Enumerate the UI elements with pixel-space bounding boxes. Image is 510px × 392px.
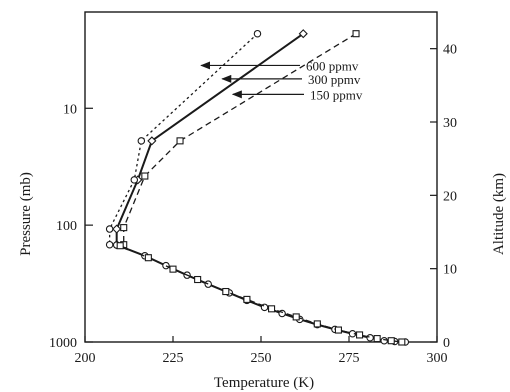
data-point <box>141 172 149 180</box>
y-right-tick-label: 20 <box>443 189 457 204</box>
data-point <box>169 265 177 273</box>
data-point <box>162 261 170 270</box>
series-lower-3 <box>112 241 410 346</box>
series-line <box>116 244 406 343</box>
data-point <box>380 336 388 345</box>
data-point <box>112 224 122 234</box>
y-left-tick-label: 1000 <box>49 336 77 351</box>
data-point <box>204 280 212 288</box>
data-point <box>176 137 184 145</box>
data-point <box>137 137 146 145</box>
data-point <box>105 225 114 233</box>
series-line <box>119 245 402 343</box>
y-left-tick-label: 10 <box>63 102 77 117</box>
data-point <box>313 320 321 328</box>
data-point <box>253 29 262 38</box>
data-point <box>356 331 364 339</box>
y-axis-right-label: Altitude (km) <box>491 173 507 255</box>
data-point <box>292 313 300 321</box>
data-point <box>268 305 276 313</box>
x-tick-label: 250 <box>251 351 272 366</box>
y-right-tick-label: 40 <box>443 43 457 58</box>
x-tick-label: 225 <box>163 351 184 366</box>
x-tick-label: 275 <box>339 351 360 366</box>
data-point <box>116 242 124 250</box>
data-point <box>334 326 342 334</box>
data-point <box>398 338 406 346</box>
annotation-label: 300 ppmv <box>308 72 361 87</box>
y-right-tick-label: 0 <box>443 336 450 351</box>
series-line <box>108 33 258 245</box>
x-tick-label: 200 <box>75 351 96 366</box>
data-point <box>222 287 230 296</box>
series-150-ppmv <box>120 30 360 249</box>
series-layer <box>105 29 410 346</box>
data-point <box>120 224 128 232</box>
data-point <box>243 295 251 303</box>
data-point <box>366 334 374 342</box>
data-point <box>194 275 202 284</box>
series-lower-4 <box>116 242 406 346</box>
y-right-tick-label: 30 <box>443 116 457 131</box>
x-tick-label: 300 <box>427 351 448 366</box>
axes: 200 225 250 275 300 10 100 1000 0 10 20 30 40 <box>49 11 457 366</box>
data-point <box>298 29 308 39</box>
data-point <box>147 136 157 146</box>
annotation-label: 600 ppmv <box>306 58 359 73</box>
series-300-ppmv <box>105 29 262 249</box>
y-axis-left-label: Pressure (mb) <box>18 172 34 256</box>
y-right-tick-label: 10 <box>443 263 457 278</box>
data-point <box>130 176 139 184</box>
data-point <box>144 254 152 262</box>
data-point <box>352 30 360 38</box>
data-point <box>105 240 114 249</box>
data-point <box>387 337 395 345</box>
y-left-tick-label: 100 <box>56 219 77 234</box>
data-point <box>373 335 381 343</box>
x-axis-label: Temperature (K) <box>214 375 314 391</box>
annotation-label: 150 ppmv <box>310 87 363 102</box>
